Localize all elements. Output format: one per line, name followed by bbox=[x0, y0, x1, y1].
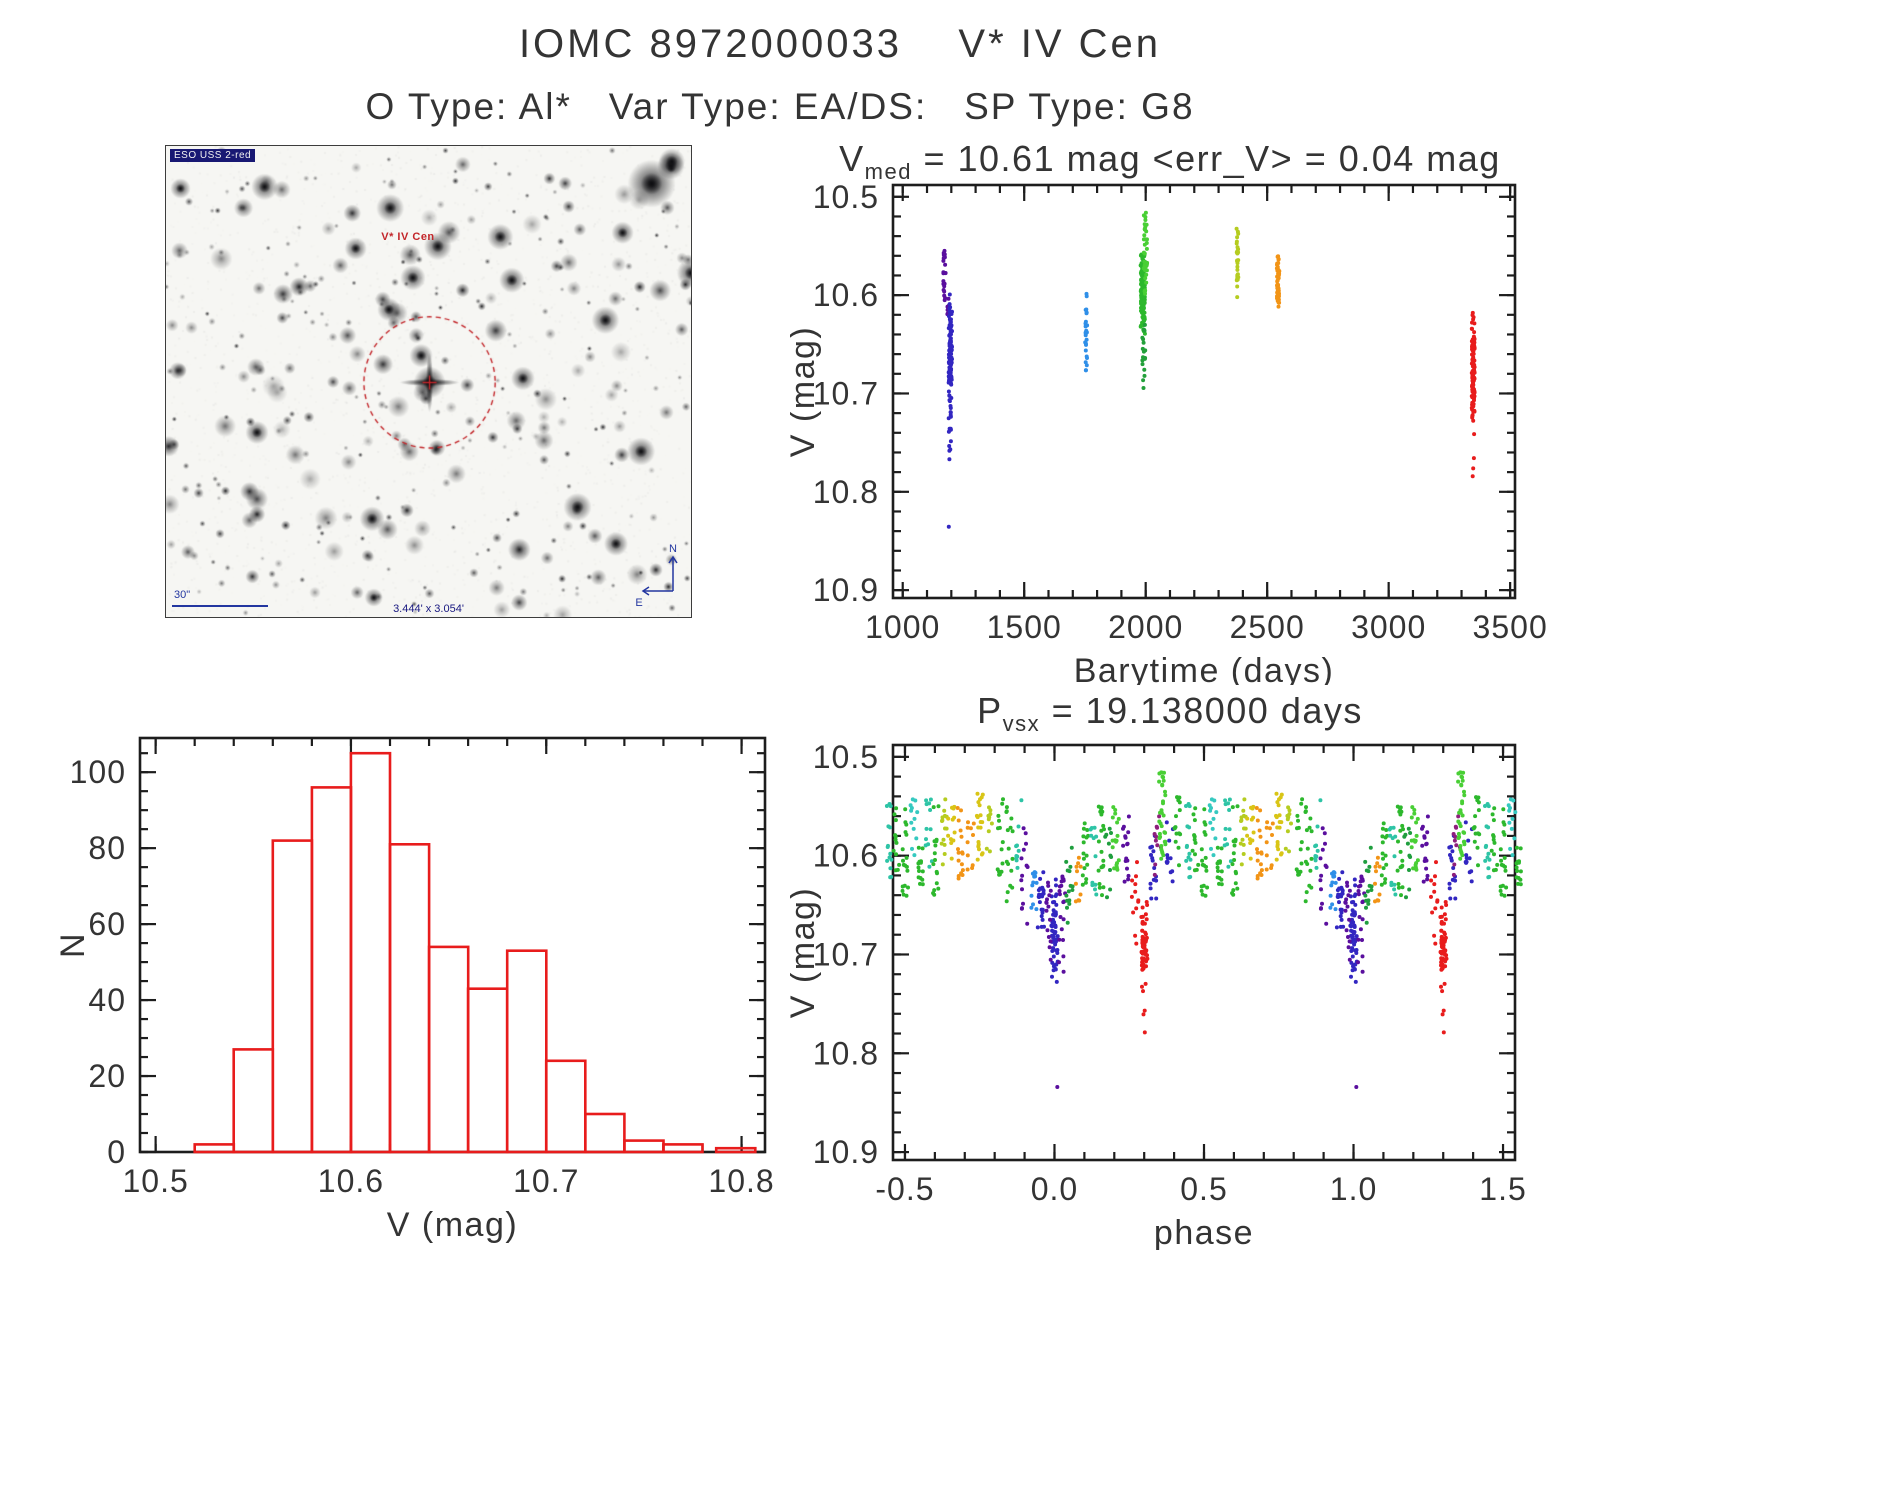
compass-icon: N E bbox=[635, 543, 678, 609]
starfield-image bbox=[166, 146, 691, 617]
y-tick-label: 60 bbox=[88, 906, 126, 942]
y-tick-label: 20 bbox=[88, 1058, 126, 1094]
y-tick-label: 10.5 bbox=[813, 739, 879, 775]
lightcurve-title-post: = 10.61 mag <err_V> = 0.04 mag bbox=[911, 138, 1501, 179]
x-tick-label: 10.6 bbox=[318, 1163, 384, 1199]
y-axis-label: V (mag) bbox=[790, 326, 822, 457]
scale-bar bbox=[172, 605, 268, 607]
fov-label: 3.444' x 3.054' bbox=[393, 603, 464, 615]
phase-plot: -0.5 0.0 0.5 1.0 1.5 10.5 10.6 10.7 10.8 10.9 phas… bbox=[790, 739, 1526, 1250]
x-tick-label: 10.5 bbox=[122, 1163, 188, 1199]
x-tick-label: 3500 bbox=[1473, 609, 1548, 645]
histogram-bars bbox=[193, 751, 757, 1154]
y-tick-label: 10.7 bbox=[813, 375, 879, 411]
lightcurve-title: Vmed = 10.61 mag <err_V> = 0.04 mag bbox=[790, 138, 1550, 185]
x-tick-label: 1.0 bbox=[1330, 1171, 1377, 1207]
page-title: IOMC 8972000033 V* IV Cen bbox=[518, 22, 1162, 66]
lightcurve-title-sub: med bbox=[864, 159, 912, 185]
finding-chart: ESO USS 2-red V* IV Cen 30" 3.444' x 3.0… bbox=[165, 145, 692, 618]
x-axis-label: Barytime (days) bbox=[1074, 652, 1335, 685]
y-tick-label: 10.8 bbox=[813, 474, 879, 510]
y-tick-label: 80 bbox=[88, 830, 126, 866]
x-tick-label: 10.7 bbox=[513, 1163, 579, 1199]
y-axis-label: V (mag) bbox=[790, 887, 822, 1018]
x-tick-label: 2000 bbox=[1108, 609, 1183, 645]
y-tick-label: 10.8 bbox=[813, 1035, 879, 1071]
survey-label: ESO USS 2-red bbox=[170, 149, 256, 162]
east-label: E bbox=[635, 597, 642, 609]
north-label: N bbox=[669, 543, 677, 555]
data-points bbox=[884, 770, 1523, 1089]
lightcurve-title-pre: V bbox=[839, 138, 865, 179]
data-points bbox=[941, 210, 1477, 529]
target-label: V* IV Cen bbox=[381, 230, 435, 243]
y-tick-label: 100 bbox=[70, 754, 126, 790]
y-tick-label: 0 bbox=[107, 1134, 126, 1170]
y-axis-label: N bbox=[60, 932, 92, 958]
x-tick-label: 1500 bbox=[987, 609, 1062, 645]
y-tick-label: 10.7 bbox=[813, 936, 879, 972]
x-tick-label: 1000 bbox=[865, 609, 940, 645]
page-subtitle: O Type: Al* Var Type: EA/DS: SP Type: G8 bbox=[365, 86, 1195, 127]
y-tick-label: 10.6 bbox=[813, 838, 879, 874]
x-tick-label: 3000 bbox=[1351, 609, 1426, 645]
y-tick-label: 40 bbox=[88, 982, 126, 1018]
x-tick-label: 0.0 bbox=[1031, 1171, 1078, 1207]
scale-bar-label: 30" bbox=[174, 589, 191, 601]
histogram-plot: 10.5 10.6 10.7 10.8 0 20 40 60 80 100 V (mag) N bbox=[60, 736, 774, 1244]
y-tick-label: 10.5 bbox=[813, 179, 879, 215]
x-tick-label: -0.5 bbox=[875, 1171, 934, 1207]
phase-title-pre: P bbox=[977, 690, 1003, 731]
phase-title: Pvsx = 19.138000 days bbox=[790, 690, 1550, 737]
y-tick-label: 10.6 bbox=[813, 277, 879, 313]
x-tick-label: 1.5 bbox=[1479, 1171, 1526, 1207]
y-tick-label: 10.9 bbox=[813, 572, 879, 608]
phase-title-post: = 19.138000 days bbox=[1040, 690, 1363, 731]
x-tick-label: 10.8 bbox=[708, 1163, 774, 1199]
phase-title-sub: vsx bbox=[1002, 711, 1041, 737]
x-axis-label: phase bbox=[1154, 1214, 1254, 1250]
x-tick-label: 2500 bbox=[1230, 609, 1305, 645]
x-tick-label: 0.5 bbox=[1180, 1171, 1227, 1207]
y-tick-label: 10.9 bbox=[813, 1134, 879, 1170]
x-axis-label: V (mag) bbox=[387, 1206, 518, 1244]
lightcurve-plot: 1000 1500 2000 2500 3000 3500 10.5 10.6 10.7 10.8… bbox=[790, 179, 1548, 685]
